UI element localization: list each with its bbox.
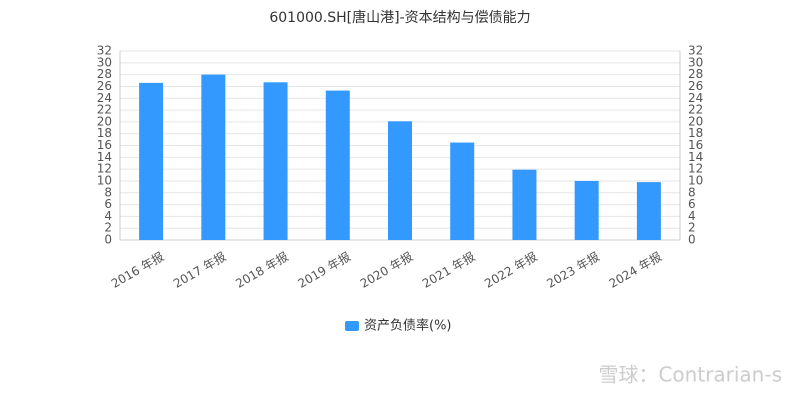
legend-label: 资产负债率(%) — [364, 318, 452, 334]
x-tick-label: 2024 年报 — [606, 249, 664, 291]
y-tick-label: 14 — [97, 150, 112, 164]
y2-tick-label: 8 — [688, 185, 696, 199]
x-tick-label: 2016 年报 — [108, 249, 166, 291]
y-tick-label: 28 — [97, 67, 112, 81]
x-tick-label: 2022 年报 — [482, 249, 540, 291]
chart-title: 601000.SH[唐山港]-资本结构与偿债能力 — [269, 9, 530, 26]
y-tick-label: 30 — [97, 55, 112, 69]
bar — [636, 182, 661, 240]
y-tick-label: 10 — [97, 173, 112, 187]
y-tick-label: 0 — [104, 233, 112, 247]
y-tick-label: 8 — [104, 185, 112, 199]
y2-tick-label: 24 — [688, 91, 703, 105]
y2-tick-label: 20 — [688, 114, 703, 128]
x-tick-label: 2017 年报 — [171, 249, 229, 291]
y2-tick-label: 26 — [688, 79, 703, 93]
bar — [388, 121, 412, 240]
y2-tick-label: 14 — [688, 150, 703, 164]
bar — [450, 142, 475, 240]
y-tick-label: 22 — [97, 103, 112, 117]
y2-tick-label: 4 — [688, 209, 696, 223]
bar — [325, 90, 350, 241]
y2-tick-label: 0 — [688, 233, 696, 247]
y-tick-label: 18 — [97, 126, 112, 140]
y2-tick-label: 28 — [688, 67, 703, 81]
y2-tick-label: 10 — [688, 173, 703, 187]
y2-tick-label: 16 — [688, 138, 703, 152]
y-tick-label: 32 — [97, 44, 112, 58]
bar — [263, 82, 288, 240]
watermark: 雪球：Contrarian-s — [598, 363, 782, 387]
y2-tick-label: 12 — [688, 162, 703, 176]
y-tick-label: 6 — [104, 197, 112, 211]
bar — [512, 169, 537, 240]
y2-tick-label: 2 — [688, 221, 696, 235]
x-tick-label: 2020 年报 — [357, 249, 415, 291]
y-tick-label: 12 — [97, 162, 112, 176]
y2-tick-label: 18 — [688, 126, 703, 140]
y2-tick-label: 32 — [688, 44, 703, 58]
x-tick-label: 2023 年报 — [544, 249, 602, 291]
legend-swatch — [345, 321, 359, 331]
y-tick-label: 24 — [97, 91, 112, 105]
y2-tick-label: 22 — [688, 103, 703, 117]
x-tick-label: 2021 年报 — [419, 249, 477, 291]
bar — [574, 180, 599, 240]
bar — [201, 74, 226, 240]
y-tick-label: 4 — [104, 209, 112, 223]
x-tick-label: 2018 年报 — [233, 249, 291, 291]
bar — [139, 82, 164, 240]
y-tick-label: 16 — [97, 138, 112, 152]
y-tick-label: 2 — [104, 221, 112, 235]
y-tick-label: 20 — [97, 114, 112, 128]
y2-tick-label: 30 — [688, 55, 703, 69]
y2-tick-label: 6 — [688, 197, 696, 211]
x-tick-label: 2019 年报 — [295, 249, 353, 291]
y-tick-label: 26 — [97, 79, 112, 93]
